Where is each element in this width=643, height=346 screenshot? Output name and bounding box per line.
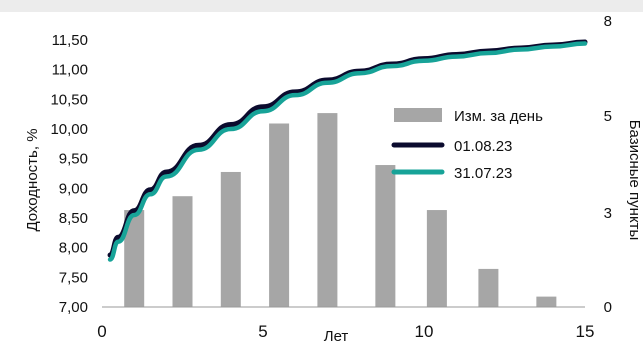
y-right-ticks: 0 3 5 8 xyxy=(604,13,612,316)
y-right-tick-3: 5 xyxy=(604,108,612,125)
legend-swatch-bars xyxy=(394,108,442,122)
y-left-tick-9: 11,00 xyxy=(52,62,88,79)
bar-6 xyxy=(375,165,396,307)
legend-label-line-1: 01.08.23 xyxy=(454,138,512,155)
y-left-tick-5: 9,00 xyxy=(59,180,88,197)
bar-2 xyxy=(172,196,193,307)
bar-4 xyxy=(269,123,290,307)
y-right-tick-2: 3 xyxy=(604,205,612,222)
y-left-tick-4: 8,50 xyxy=(59,210,88,227)
y-left-axis-label: Доходность, % xyxy=(24,128,41,231)
y-right-tick-1: 0 xyxy=(604,299,612,316)
bar-8 xyxy=(478,268,499,307)
legend-label-bars: Изм. за день xyxy=(454,108,543,125)
bar-series xyxy=(124,113,557,307)
y-left-ticks: 7,00 7,50 8,00 8,50 9,00 9,50 10,00 10,50 11,00 1… xyxy=(50,32,88,316)
bar-5 xyxy=(317,113,338,307)
bar-1 xyxy=(124,210,145,307)
x-ticks: 0 5 10 15 xyxy=(97,322,594,341)
y-left-tick-8: 10,50 xyxy=(50,91,88,108)
x-tick-4: 15 xyxy=(576,322,595,341)
x-tick-3: 10 xyxy=(415,322,434,341)
x-axis-label: Лет xyxy=(324,328,349,345)
y-left-tick-1: 7,00 xyxy=(59,299,88,316)
bar-3 xyxy=(220,171,241,307)
bar-7 xyxy=(426,210,447,307)
line-series-2 xyxy=(107,41,588,262)
top-band xyxy=(0,0,643,12)
y-left-tick-7: 10,00 xyxy=(50,121,88,138)
legend: Изм. за день 01.08.23 31.07.23 xyxy=(391,108,543,182)
y-right-tick-4: 8 xyxy=(604,13,612,30)
bar-9 xyxy=(536,296,557,307)
legend-label-line-2: 31.07.23 xyxy=(454,165,512,182)
y-right-axis-label: Базисные пункты xyxy=(626,120,643,241)
line-series-group xyxy=(107,39,588,262)
y-left-tick-3: 8,00 xyxy=(59,240,88,257)
y-left-tick-10: 11,50 xyxy=(52,32,88,49)
x-tick-1: 0 xyxy=(97,322,106,341)
x-tick-2: 5 xyxy=(258,322,267,341)
y-left-tick-2: 7,50 xyxy=(59,269,88,286)
y-left-tick-6: 9,50 xyxy=(59,151,88,168)
